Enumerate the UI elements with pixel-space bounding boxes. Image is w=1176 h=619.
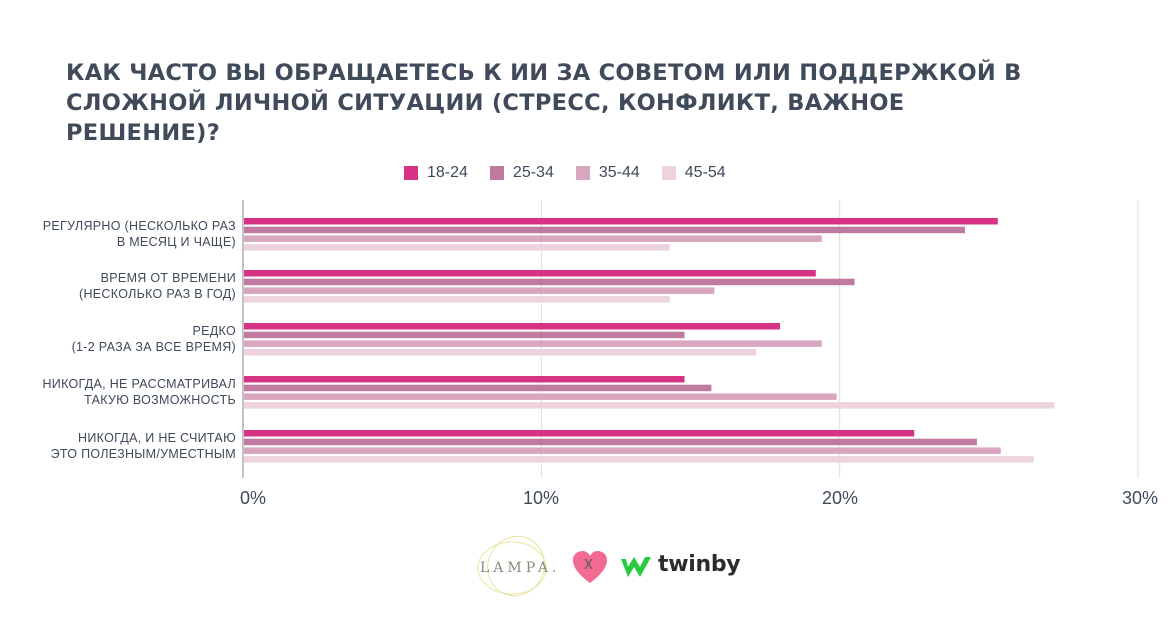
bar-25-34-category-3 <box>244 384 712 392</box>
bar-25-34-category-0 <box>244 226 965 234</box>
separator-x: X <box>584 558 593 573</box>
legend-label-35-44: 35-44 <box>598 164 640 181</box>
category-label-line: РЕГУЛЯРНО (НЕСКОЛЬКО РАЗ <box>42 219 236 233</box>
category-label-line: В МЕСЯЦ И ЧАЩЕ) <box>116 235 236 249</box>
category-label-never-not-useful: НИКОГДА, И НЕ СЧИТАЮ ЭТО ПОЛЕЗНЫМ/УМЕСТН… <box>6 430 236 462</box>
bar-35-44-category-0 <box>244 235 822 242</box>
bar-35-44-category-4 <box>244 447 1001 454</box>
bar-18-24-category-1 <box>244 270 816 277</box>
category-label-line: (1-2 РАЗА ЗА ВСЕ ВРЕМЯ) <box>71 340 236 354</box>
bar-45-54-category-0 <box>244 244 670 251</box>
legend-swatch-25-34 <box>489 166 504 180</box>
bar-35-44-category-1 <box>244 287 715 294</box>
bar-25-34-category-2 <box>244 331 685 339</box>
chart-legend: 18-24 25-34 35-44 45-54 <box>404 163 726 183</box>
bar-18-24-category-0 <box>244 218 998 225</box>
lampa-logo: LAMPA. <box>468 535 568 600</box>
twinby-logo-text: twinby <box>658 552 741 577</box>
lampa-circle-icon <box>477 535 547 597</box>
bar-18-24-category-4 <box>244 430 915 437</box>
bar-35-44-category-2 <box>244 340 822 347</box>
chart-title-line-1: КАК ЧАСТО ВЫ ОБРАЩАЕТЕСЬ К ИИ ЗА СОВЕТОМ… <box>66 60 1022 86</box>
category-label-line: РЕДКО <box>192 324 236 338</box>
legend-label-25-34: 25-34 <box>512 164 554 181</box>
category-label-line: НИКОГДА, И НЕ СЧИТАЮ <box>78 431 236 445</box>
footer-logos: LAMPA. X twinby <box>468 535 748 600</box>
bar-45-54-category-2 <box>244 349 757 356</box>
legend-label-18-24: 18-24 <box>427 164 468 181</box>
legend-swatch-18-24 <box>404 166 418 180</box>
bar-25-34-category-4 <box>244 438 977 446</box>
x-tick-label-20: 20% <box>821 488 859 508</box>
legend-item-35-44: 35-44 <box>575 164 640 182</box>
chart-title: КАК ЧАСТО ВЫ ОБРАЩАЕТЕСЬ К ИИ ЗА СОВЕТОМ… <box>66 58 1066 148</box>
heart-icon <box>573 551 607 583</box>
category-label-line: ЭТО ПОЛЕЗНЫМ/УМЕСТНЫМ <box>50 447 236 461</box>
bar-35-44-category-3 <box>244 393 837 400</box>
lampa-logo-text: LAMPA. <box>480 560 561 576</box>
legend-item-18-24: 18-24 <box>404 164 468 182</box>
category-label-regularly: РЕГУЛЯРНО (НЕСКОЛЬКО РАЗ В МЕСЯЦ И ЧАЩЕ) <box>6 218 236 250</box>
bar-45-54-category-3 <box>244 402 1055 409</box>
bar-18-24-category-2 <box>244 323 780 330</box>
category-label-rarely: РЕДКО (1-2 РАЗА ЗА ВСЕ ВРЕМЯ) <box>6 323 236 355</box>
x-tick-label-10: 10% <box>522 488 560 508</box>
legend-label-45-54: 45-54 <box>684 164 726 181</box>
chart-title-line-2: СЛОЖНОЙ ЛИЧНОЙ СИТУАЦИИ (СТРЕСС, КОНФЛИК… <box>66 90 905 146</box>
category-label-line: ТАКУЮ ВОЗМОЖНОСТЬ <box>84 393 236 407</box>
bar-25-34-category-1 <box>244 278 855 286</box>
x-tick-label-30: 30% <box>1121 488 1159 508</box>
legend-swatch-45-54 <box>661 166 676 180</box>
legend-item-45-54: 45-54 <box>661 164 726 182</box>
category-label-never-considered: НИКОГДА, НЕ РАССМАТРИВАЛ ТАКУЮ ВОЗМОЖНОС… <box>6 376 236 408</box>
category-label-line: (НЕСКОЛЬКО РАЗ В ГОД) <box>79 287 236 301</box>
x-tick-label-0: 0% <box>239 488 267 508</box>
legend-item-25-34: 25-34 <box>489 164 554 182</box>
bar-18-24-category-3 <box>244 376 685 383</box>
bar-45-54-category-4 <box>244 456 1034 463</box>
category-label-line: НИКОГДА, НЕ РАССМАТРИВАЛ <box>42 377 236 391</box>
twinby-logo-icon <box>621 557 651 577</box>
legend-swatch-35-44 <box>575 166 590 180</box>
bar-45-54-category-1 <box>244 296 670 303</box>
category-label-line: ВРЕМЯ ОТ ВРЕМЕНИ <box>100 271 236 285</box>
category-label-sometimes: ВРЕМЯ ОТ ВРЕМЕНИ (НЕСКОЛЬКО РАЗ В ГОД) <box>6 270 236 302</box>
